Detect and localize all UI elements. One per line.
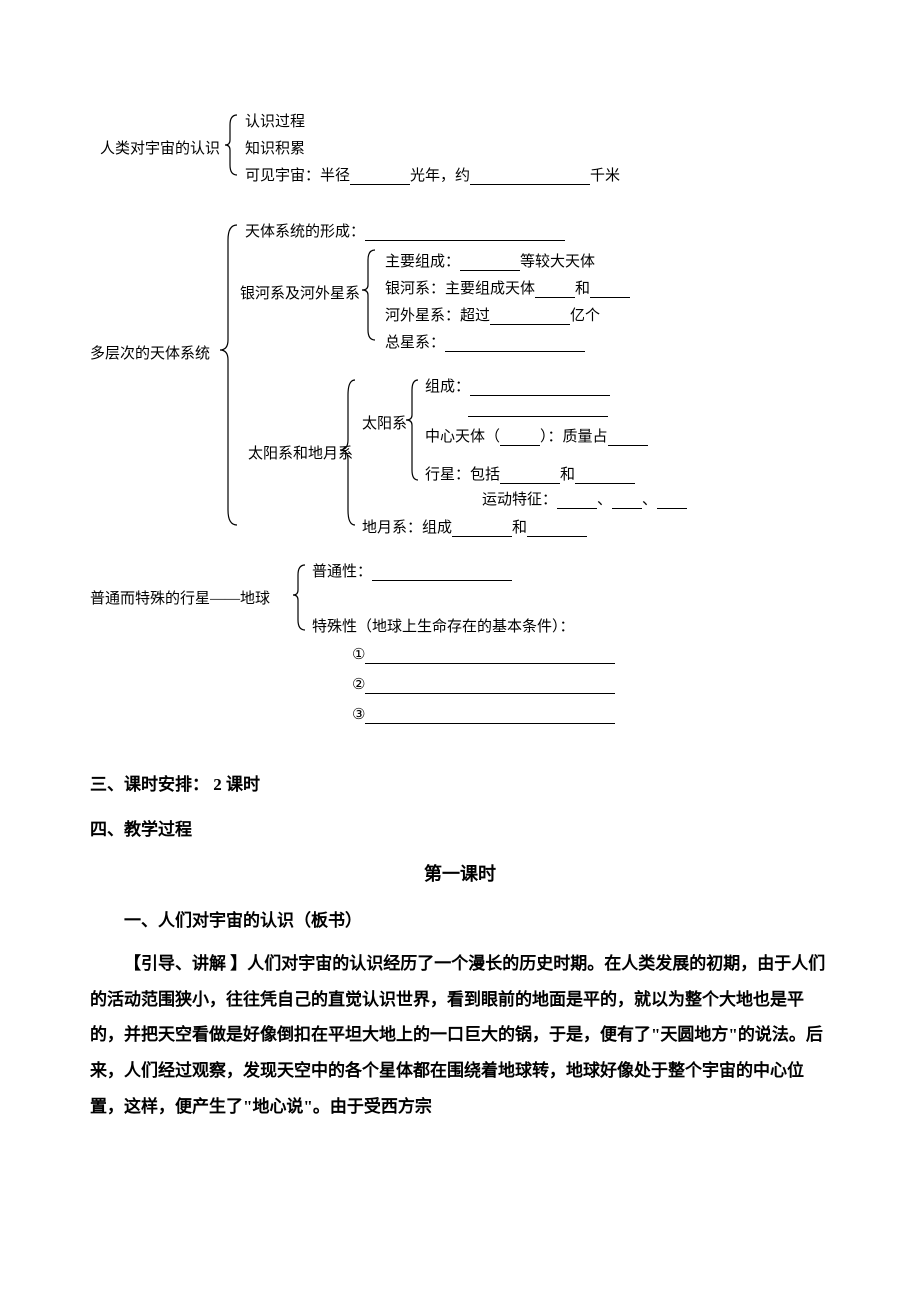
root1-child1: 知识积累: [245, 137, 305, 158]
solar-0-cont: [468, 400, 608, 417]
root3-item2: ②: [352, 675, 615, 694]
root2-child1-3: 总星系：: [385, 331, 585, 352]
root3-child0: 普通性：: [312, 560, 512, 581]
outline-diagram: 人类对宇宙的认识 认识过程 知识积累 可见宇宙：半径光年，约千米 多层次的天体系…: [90, 100, 830, 740]
root1-child2: 可见宇宙：半径光年，约千米: [245, 164, 620, 185]
solar-2: 行星：包括和: [425, 463, 635, 484]
solar-system-label: 太阳系: [362, 412, 407, 433]
body-paragraph: 【引导、讲解 】人们对宇宙的认识经历了一个漫长的历史时期。在人类发展的初期，由于…: [90, 946, 830, 1124]
solar-2-sub: 运动特征：、、: [482, 488, 687, 509]
root2-child0: 天体系统的形成：: [245, 220, 565, 241]
root2-label: 多层次的天体系统: [90, 342, 210, 363]
root2-child1-1: 银河系：主要组成天体和: [385, 277, 630, 298]
lesson-title: 第一课时: [90, 860, 830, 886]
root3-item3: ③: [352, 705, 615, 724]
root2-child2-label: 太阳系和地月系: [248, 442, 353, 463]
section-3-heading: 三、课时安排： 2 课时: [90, 770, 830, 795]
root3-label: 普通而特殊的行星——地球: [90, 587, 270, 608]
brace-svg: [90, 100, 830, 740]
root2-child1-0: 主要组成：等较大天体: [385, 250, 595, 271]
root1-label: 人类对宇宙的认识: [100, 137, 220, 158]
solar-0: 组成：: [425, 375, 610, 396]
earth-moon: 地月系：组成和: [362, 516, 587, 537]
root3-item1: ①: [352, 645, 615, 664]
root3-child1: 特殊性（地球上生命存在的基本条件）：: [312, 615, 575, 636]
subsection-1: 一、人们对宇宙的认识（板书）: [90, 906, 830, 931]
section-4-heading: 四、教学过程: [90, 815, 830, 840]
solar-1: 中心天体（）：质量占: [425, 425, 648, 446]
root2-child1-2: 河外星系：超过亿个: [385, 304, 600, 325]
root2-child1-label: 银河系及河外星系: [240, 282, 360, 303]
root1-child0: 认识过程: [245, 110, 305, 131]
